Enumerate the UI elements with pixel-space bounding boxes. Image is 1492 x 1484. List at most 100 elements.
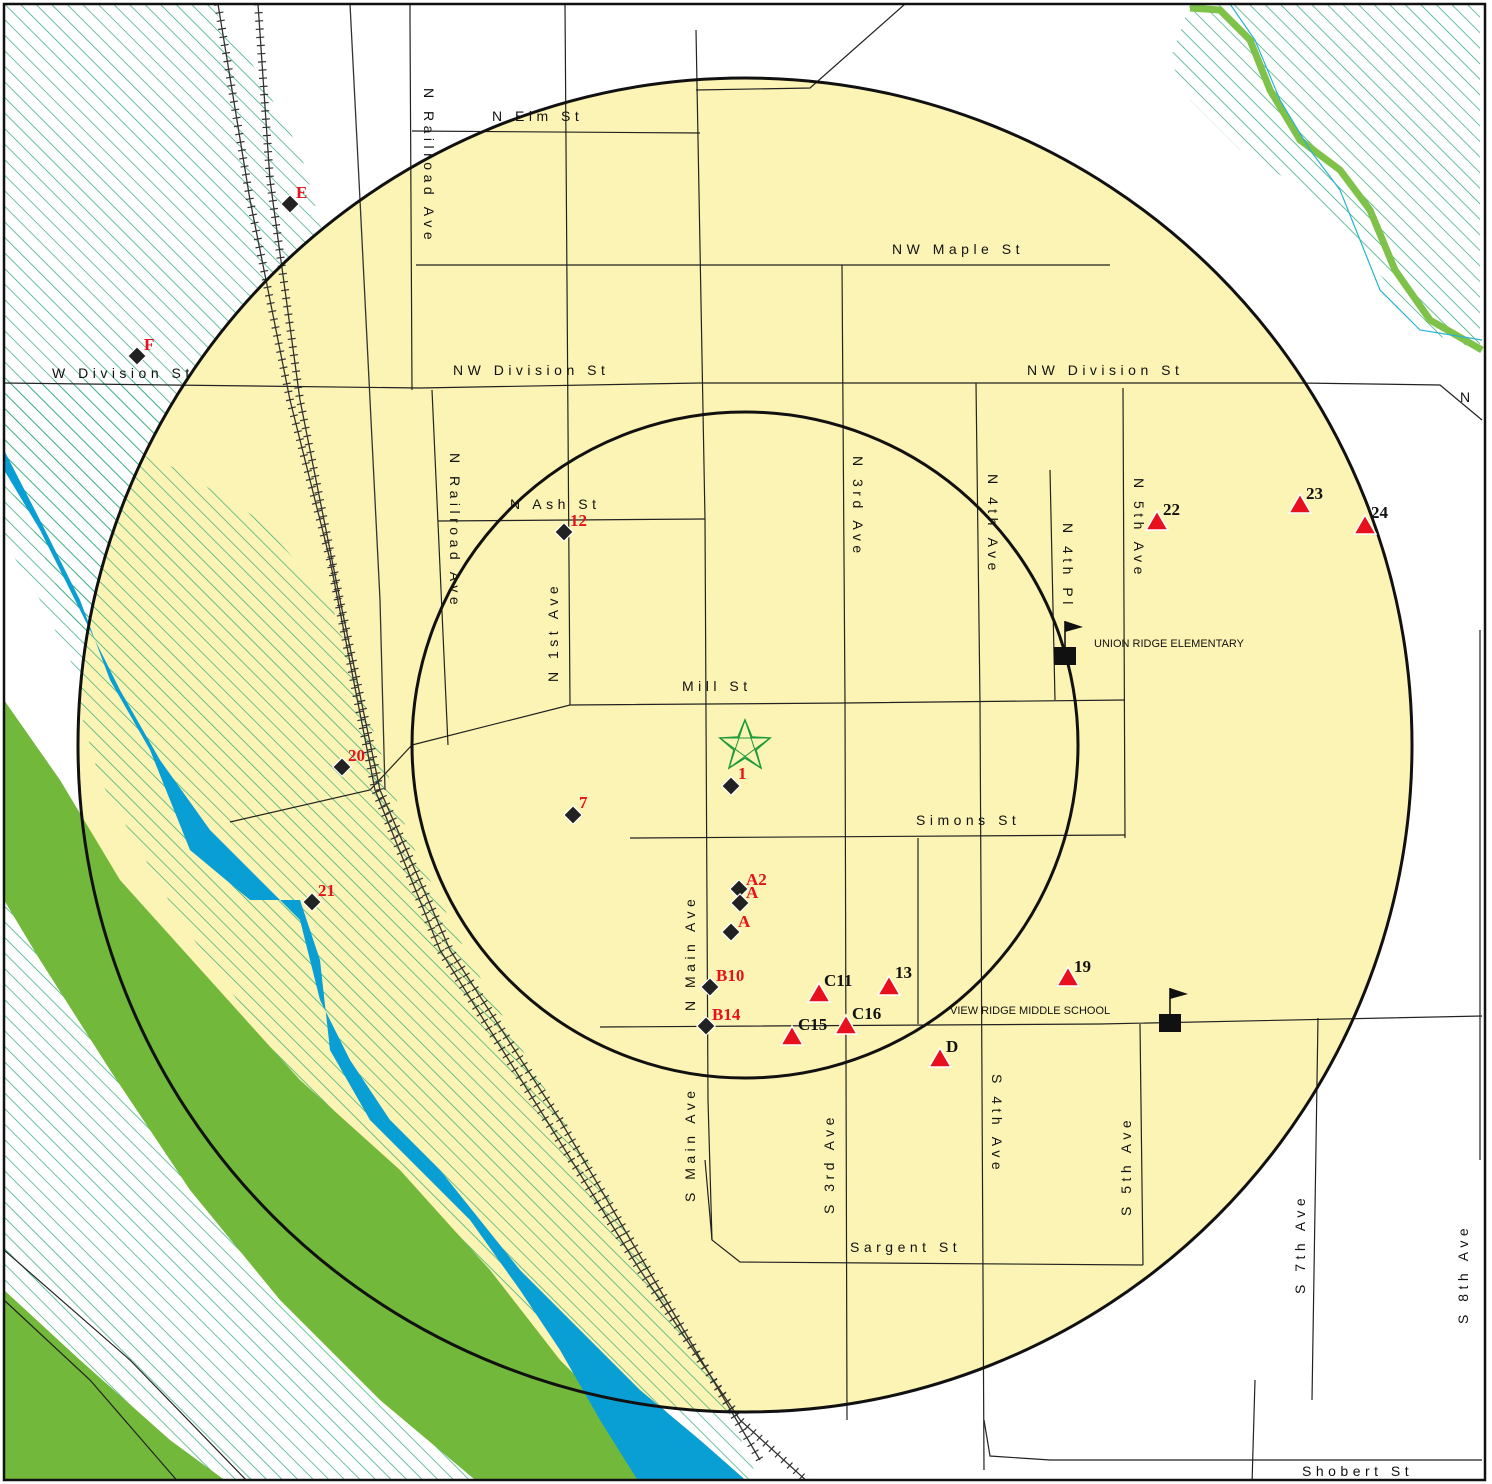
site-label: C16 xyxy=(852,1004,881,1023)
site-label: D xyxy=(946,1037,958,1056)
road-ash xyxy=(437,518,706,522)
site-label: 23 xyxy=(1306,484,1323,503)
road-w-division xyxy=(4,382,1483,421)
street-label-s-main: S Main Ave xyxy=(682,1086,698,1202)
road-simons xyxy=(629,834,1126,839)
road-elm xyxy=(411,130,701,134)
street-label-sargent: Sargent St xyxy=(850,1239,961,1255)
site-label: E xyxy=(296,183,307,202)
road-n-railroad-mid xyxy=(431,389,449,746)
site-label: A xyxy=(746,883,759,902)
triangle-marker-icon[interactable] xyxy=(1352,513,1378,535)
hatched-area-northeast xyxy=(1170,4,1480,350)
diamond-marker-icon[interactable] xyxy=(699,976,721,998)
site-label: B14 xyxy=(712,1005,741,1024)
diamond-marker-icon[interactable] xyxy=(720,775,742,797)
road-n-5th xyxy=(1122,387,1126,839)
triangle-marker-icon[interactable] xyxy=(806,981,832,1003)
road-west-spur xyxy=(229,744,413,823)
railroad-track-1 xyxy=(217,4,807,1480)
street-label-s-8th: S 8th Ave xyxy=(1455,1224,1471,1324)
site-label: F xyxy=(144,335,154,354)
diamond-marker-icon[interactable] xyxy=(553,521,575,543)
street-label-n-4th-ave: N 4th Ave xyxy=(985,474,1001,575)
inner-buffer-circle xyxy=(410,410,1080,1080)
road-north-diagonal xyxy=(695,4,906,91)
diamond-marker-icon[interactable] xyxy=(728,878,750,900)
hatched-area-southwest xyxy=(4,770,758,1480)
road-network xyxy=(4,4,1483,1480)
street-label-n-railroad-top: N Railroad Ave xyxy=(421,88,437,244)
triangle-marker-icon[interactable] xyxy=(833,1013,859,1035)
street-label-maple: NW Maple St xyxy=(892,241,1024,257)
site-label: 13 xyxy=(895,963,912,982)
diamond-marker-icon[interactable] xyxy=(301,891,323,913)
street-label-s-5th: S 5th Ave xyxy=(1118,1116,1134,1216)
road-sargent xyxy=(704,1159,1144,1266)
site-label: 21 xyxy=(318,881,335,900)
street-label-nw-division-a: NW Division St xyxy=(453,362,609,378)
railroad-track-3 xyxy=(349,4,386,791)
site-label: A xyxy=(738,912,751,931)
site-label: 24 xyxy=(1371,503,1389,522)
school-flag-icon xyxy=(1054,621,1083,665)
road-n-3rd xyxy=(841,264,848,1421)
street-label-n-4th-pl: N 4th Pl xyxy=(1060,523,1076,609)
triangle-marker-icon[interactable] xyxy=(1144,509,1170,531)
school-label-view-ridge: VIEW RIDGE MIDDLE SCHOOL xyxy=(950,1005,1110,1017)
diamond-marker-icon[interactable] xyxy=(695,1015,717,1037)
triangle-marker-icon[interactable] xyxy=(927,1046,953,1068)
street-label-n-5th: N 5th Ave xyxy=(1131,478,1147,579)
street-label-s-3rd: S 3rd Ave xyxy=(821,1113,837,1214)
street-label-simons: Simons St xyxy=(916,812,1020,828)
outer-buffer-circle xyxy=(76,76,1414,1414)
railroad-ties xyxy=(214,4,812,1480)
diamond-marker-icon[interactable] xyxy=(331,756,353,778)
road-southwest-diagonal-2 xyxy=(4,1299,178,1480)
hatched-area-in-buffer xyxy=(78,430,740,1412)
triangle-marker-icon[interactable] xyxy=(779,1024,805,1046)
railroad-ties-2 xyxy=(254,4,764,1463)
floodplain-area-southwest xyxy=(4,1290,225,1480)
diamond-marker-icon[interactable] xyxy=(279,193,301,215)
street-label-n-main: N Main Ave xyxy=(682,895,698,1011)
road-s-5th xyxy=(1139,1023,1144,1266)
site-label: 1 xyxy=(738,764,747,783)
street-label-edge-n: N xyxy=(1460,389,1475,405)
school-flag-icon xyxy=(1159,988,1188,1032)
street-label-n-3rd: N 3rd Ave xyxy=(850,456,866,558)
street-label-n-railroad-mid: N Railroad Ave xyxy=(447,453,463,609)
street-label-s-7th: S 7th Ave xyxy=(1292,1194,1308,1294)
diamond-marker-icon[interactable] xyxy=(729,892,751,914)
site-label: B10 xyxy=(716,966,744,985)
road-n-1st xyxy=(564,4,571,706)
triangle-marker-icon[interactable] xyxy=(1287,492,1313,514)
site-label: A2 xyxy=(746,870,767,889)
road-s-5th-long xyxy=(1251,1379,1256,1480)
road-n-main xyxy=(695,29,713,1241)
site-label: C11 xyxy=(824,971,852,990)
school-label-union-ridge: UNION RIDGE ELEMENTARY xyxy=(1094,638,1245,650)
triangle-marker-icon[interactable] xyxy=(1055,965,1081,987)
diamond-marker-icon[interactable] xyxy=(126,345,148,367)
site-label: 22 xyxy=(1163,500,1180,519)
road-mill xyxy=(411,699,1126,746)
site-label: 12 xyxy=(570,511,587,530)
star-icon xyxy=(718,718,772,770)
diamond-marker-icon[interactable] xyxy=(720,921,742,943)
site-label: 20 xyxy=(348,746,365,765)
site-label: 7 xyxy=(579,793,588,812)
street-label-elm: N Elm St xyxy=(492,108,583,124)
street-label-ash: N Ash St xyxy=(510,496,600,512)
site-label: C15 xyxy=(798,1015,827,1034)
diamond-marker-icon[interactable] xyxy=(562,804,584,826)
creek-green-line xyxy=(1189,4,1484,354)
street-label-s-4th: S 4th Ave xyxy=(989,1074,1005,1174)
street-label-nw-division-b: NW Division St xyxy=(1027,362,1183,378)
triangle-marker-icon[interactable] xyxy=(876,974,902,996)
street-label-shobert: Shobert St xyxy=(1302,1463,1413,1479)
street-label-mill: Mill St xyxy=(682,678,752,694)
